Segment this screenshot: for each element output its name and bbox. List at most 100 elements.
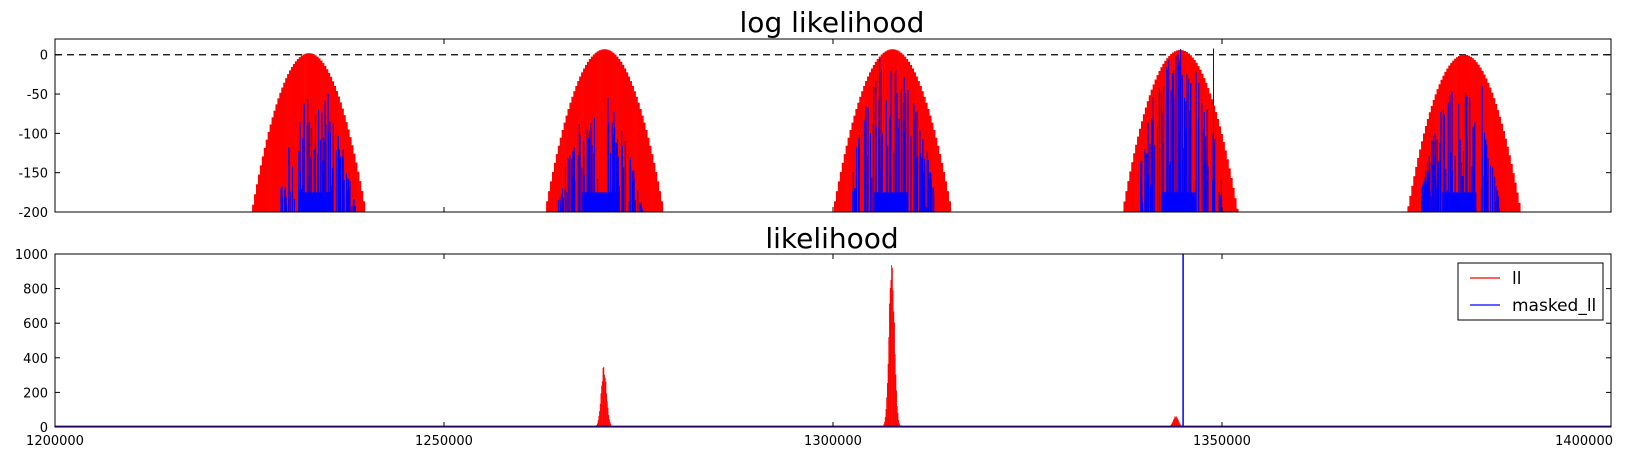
ll-bar-peak-2: [905, 59, 909, 212]
ll-bar-peak-0: [345, 122, 348, 212]
likelihood-bar-peak-1: [894, 354, 896, 427]
likelihood-bar-peak-1: [898, 420, 900, 427]
ll-bar-peak-4: [1469, 56, 1472, 212]
ll-bar-peak-3: [1201, 73, 1204, 212]
ll-bar-peak-3: [1191, 57, 1194, 212]
bottom-axes: 0 200 400 600 800 1000 1200000 1250000 1300000 13…: [15, 248, 1613, 449]
ll-bar-peak-2: [837, 181, 841, 212]
likelihood-bar-peak-1: [893, 311, 895, 427]
ll-bar-peak-1: [606, 49, 609, 213]
bottom-xtick-label: 1300000: [804, 434, 862, 449]
likelihood-bar-peak-0: [607, 407, 609, 427]
likelihood-bar-peak-1: [884, 416, 886, 427]
ll-bar-peak-3: [1205, 82, 1208, 212]
masked-base-cluster-1: [582, 192, 617, 212]
ll-bar-peak-0: [252, 204, 255, 212]
likelihood-bar-peak-1: [894, 322, 895, 427]
ll-bar-peak-3: [1139, 128, 1142, 212]
likelihood-bar-peak-0: [605, 381, 607, 427]
bottom-ytick-label: 800: [23, 283, 48, 298]
ll-bar-peak-0: [275, 104, 278, 212]
ll-bar-peak-4: [1502, 131, 1505, 212]
likelihood-bar-peak-0: [608, 419, 610, 427]
likelihood-bar-peak-1: [891, 267, 893, 427]
ll-bar-peak-1: [621, 64, 625, 213]
ll-bar-peak-0: [285, 78, 288, 212]
ll-bar-peak-4: [1479, 67, 1482, 212]
likelihood-bar-peak-1: [889, 288, 891, 427]
ll-bar-peak-3: [1222, 142, 1225, 212]
ll-bar-peak-0: [355, 162, 358, 212]
likelihood-bar-peak-0: [609, 422, 611, 427]
ll-bar-peak-1: [641, 115, 644, 212]
ll-bar-peak-2: [849, 130, 852, 212]
ll-bar-peak-0: [279, 92, 282, 212]
ll-bar-peak-0: [273, 110, 276, 212]
ll-bar-peak-2: [859, 96, 862, 212]
ll-bar-peak-3: [1232, 187, 1235, 212]
ll-bar-peak-0: [271, 117, 274, 212]
ll-bar-peak-4: [1407, 206, 1410, 212]
ll-bar-peak-2: [843, 154, 846, 212]
likelihood-bar-peak-0: [608, 414, 610, 427]
ll-bar-peak-2: [940, 162, 944, 212]
bottom-xtick-label: 1350000: [1193, 434, 1251, 449]
ll-bar-peak-2: [935, 137, 938, 212]
ll-bar-peak-4: [1491, 92, 1494, 212]
likelihood-bar-peak-2: [1174, 416, 1176, 427]
ll-bar-peak-2: [929, 115, 932, 212]
ll-bar-peak-4: [1500, 123, 1504, 212]
ll-bar-peak-0: [287, 74, 290, 213]
ll-bar-peak-0: [291, 66, 294, 213]
ll-bar-peak-0: [289, 70, 292, 213]
likelihood-bar-peak-0: [601, 381, 603, 427]
ll-bar-peak-0: [296, 59, 300, 213]
ll-bar-peak-0: [316, 56, 319, 212]
ll-bar-peak-0: [269, 124, 272, 212]
likelihood-bar-peak-1: [889, 303, 890, 427]
ll-bar-peak-4: [1489, 87, 1492, 212]
ll-bar-peak-2: [937, 145, 940, 212]
ll-bar-peak-3: [1168, 55, 1171, 212]
ll-bar-peak-3: [1154, 79, 1157, 212]
bottom-ytick-label: 400: [23, 352, 48, 367]
ll-bar-peak-3: [1224, 150, 1227, 212]
ll-bar-peak-1: [653, 162, 656, 212]
ll-bar-peak-0: [259, 165, 263, 212]
ll-bar-peak-3: [1152, 84, 1155, 212]
ll-bar-peak-3: [1216, 119, 1220, 212]
top-ytick-label: 0: [40, 49, 48, 64]
ll-bar-peak-4: [1494, 103, 1498, 212]
ll-bar-peak-0: [318, 58, 321, 212]
ll-bar-peak-0: [265, 139, 268, 212]
masked-base-cluster-0: [298, 192, 333, 212]
ll-bar-peak-0: [347, 129, 350, 212]
ll-bar-peak-1: [604, 49, 607, 212]
ll-bar-peak-2: [919, 85, 922, 212]
ll-bar-peak-0: [300, 55, 303, 212]
likelihood-bar-peak-2: [1171, 422, 1173, 427]
bottom-xtick-label: 1250000: [415, 434, 473, 449]
likelihood-bar-peak-0: [602, 367, 604, 427]
likelihood-bar-peak-1: [891, 265, 893, 427]
ll-bar-peak-2: [942, 171, 946, 212]
ll-bar-peak-0: [304, 53, 307, 212]
ll-bar-peak-1: [647, 137, 650, 212]
ll-bar-peak-3: [1210, 99, 1214, 212]
ll-bar-peak-0: [320, 60, 323, 212]
ll-bar-peak-1: [598, 50, 601, 213]
likelihood-bar-peak-2: [1173, 419, 1174, 427]
ll-bar-peak-3: [1209, 93, 1212, 212]
likelihood-bar-peak-1: [885, 409, 887, 427]
ll-bar-peak-1: [565, 115, 568, 212]
bottom-ytick-label: 600: [23, 317, 48, 332]
bottom-ytick-label: 0: [40, 421, 48, 436]
ll-bar-peak-2: [890, 49, 893, 212]
ll-bar-peak-2: [946, 191, 950, 212]
likelihood-bar-peak-1: [892, 290, 894, 427]
bottom-chart-title: likelihood: [765, 222, 898, 255]
ll-bar-peak-4: [1448, 65, 1451, 212]
ll-bar-peak-2: [923, 96, 926, 212]
ll-bar-peak-4: [1413, 176, 1416, 212]
legend-masked-label: masked_ll: [1512, 296, 1596, 316]
